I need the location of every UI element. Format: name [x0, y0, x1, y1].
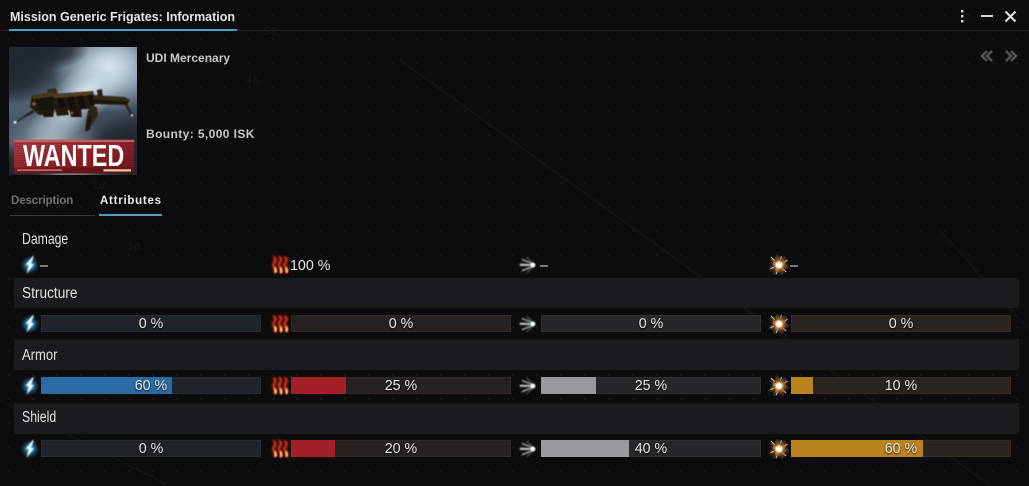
svg-text:WANTED: WANTED: [23, 138, 124, 173]
